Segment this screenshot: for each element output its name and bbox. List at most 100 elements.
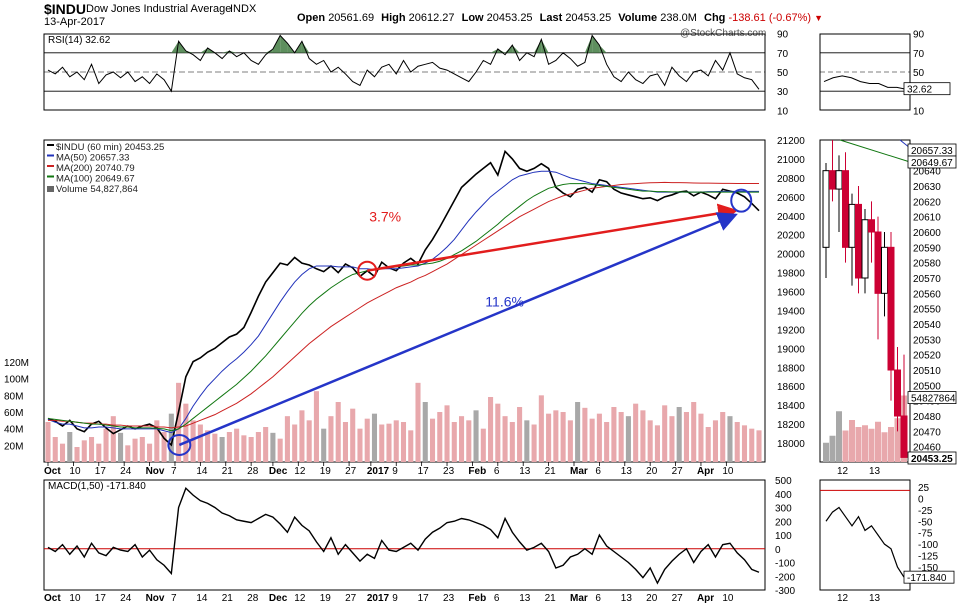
volume-tick-label: 80M <box>4 391 23 402</box>
volume-tick-label: 20M <box>4 441 23 452</box>
side-candle-body <box>887 246 895 371</box>
side-volume-bar <box>875 421 881 462</box>
macd-x-tick-label: 10 <box>69 593 81 604</box>
macd-x-tick-label: 13 <box>621 593 633 604</box>
index-name: Dow Jones Industrial Average <box>86 3 232 15</box>
x-tick-label: 28 <box>247 466 259 477</box>
volume-value: 238.0M <box>660 12 697 24</box>
x-tick-label: 17 <box>418 466 430 477</box>
volume-bar <box>234 428 240 462</box>
side-candle-body <box>855 203 862 279</box>
volume-bar <box>88 437 95 462</box>
macd-x-tick-label: 27 <box>672 593 684 604</box>
red-start-circle <box>357 260 378 281</box>
side-value-tag-text: 20657.33 <box>911 146 953 157</box>
macd-tick-label: -200 <box>775 572 795 583</box>
macd-x-tick-label: 21 <box>545 593 557 604</box>
volume-bar <box>422 402 428 462</box>
macd-tick-label: 0 <box>775 545 781 556</box>
side-price-tick-label: 20580 <box>913 259 941 270</box>
volume-bar <box>364 418 370 462</box>
side-price-tick-label: 20510 <box>913 366 941 377</box>
volume-bar <box>379 424 385 462</box>
x-tick-label: 2017 <box>367 466 390 477</box>
price-tick-label: 21200 <box>777 136 805 147</box>
macd-x-tick-label: 17 <box>95 593 107 604</box>
rsi-tick-label: 90 <box>777 30 789 41</box>
x-tick-label: 24 <box>120 466 132 477</box>
volume-bar <box>400 422 407 462</box>
macd-tick-label: 200 <box>775 517 792 528</box>
volume-bar <box>313 391 319 462</box>
price-tick-label: 18000 <box>777 439 805 450</box>
volume-bar <box>248 437 254 462</box>
last-label: Last <box>539 12 563 24</box>
macd-x-tick-label: 9 <box>392 593 398 604</box>
open-label: Open <box>297 12 326 24</box>
volume-bar <box>509 422 515 462</box>
side-ma100-line <box>839 139 911 163</box>
chart-date: 13-Apr-2017 <box>44 16 106 28</box>
volume-bar <box>154 420 160 462</box>
side-volume-bar <box>823 442 829 462</box>
side-price-tick-label: 20550 <box>913 305 941 316</box>
side-candle-body <box>881 246 888 294</box>
volume-bar <box>59 443 66 462</box>
side-candle-body <box>842 170 849 248</box>
side-macd-tick-label: -75 <box>918 529 933 540</box>
rsi-tick-label: 50 <box>777 68 789 79</box>
side-volume-bar <box>862 425 868 462</box>
x-tick-label: Apr <box>697 466 714 477</box>
macd-x-tick-label: 27 <box>345 593 357 604</box>
volume-bar <box>328 416 334 462</box>
side-candle-body <box>835 170 843 190</box>
side-price-tick-label: 20460 <box>913 443 941 454</box>
macd-line <box>47 487 760 585</box>
side-rsi-tick-label: 70 <box>913 49 925 60</box>
side-value-tag <box>907 451 957 465</box>
volume-bar <box>103 428 109 462</box>
side-macd-last-box <box>903 570 955 584</box>
volume-bar <box>654 425 660 462</box>
side-x-tick-label: 13 <box>869 466 881 477</box>
volume-bar <box>183 403 189 462</box>
price-tick-label: 20000 <box>777 250 805 261</box>
volume-bar <box>705 427 711 462</box>
rsi-overbought-fill <box>592 35 600 53</box>
price-tick-label: 18600 <box>777 382 805 393</box>
volume-bar <box>190 420 196 462</box>
rsi-overbought-fill <box>505 45 513 53</box>
macd-x-tick-label: 2017 <box>367 593 390 604</box>
side-volume-bar <box>849 420 855 462</box>
ma50-line <box>47 170 759 434</box>
volume-bar <box>720 412 726 462</box>
volume-bar <box>255 432 261 462</box>
x-tick-label: 27 <box>672 466 684 477</box>
x-tick-label: 13 <box>519 466 531 477</box>
volume-bar <box>669 416 675 462</box>
price-legend-entry: Volume 54,827,864 <box>56 184 138 195</box>
price-legend-entry: MA(50) 20657.33 <box>56 153 129 164</box>
volume-bar <box>321 428 327 462</box>
volume-bar <box>727 416 733 462</box>
side-price-tick-label: 20520 <box>913 351 941 362</box>
side-rsi-tick-label: 10 <box>913 106 925 117</box>
volume-bar <box>734 422 740 462</box>
x-tick-label: Feb <box>468 466 486 477</box>
rsi-overbought-fill <box>584 35 593 53</box>
volume-bar <box>219 437 225 462</box>
macd-x-tick-label: 19 <box>320 593 332 604</box>
x-tick-label: 10 <box>69 466 81 477</box>
ma100-line <box>47 183 759 432</box>
x-tick-label: Mar <box>570 466 588 477</box>
volume-bar <box>691 402 697 462</box>
side-value-tag-text: 20649.67 <box>911 158 953 169</box>
macd-x-tick-label: Mar <box>570 593 588 604</box>
rsi-overbought-fill <box>541 39 549 53</box>
price-tick-label: 18200 <box>777 420 805 431</box>
price-legend-entry: $INDU (60 min) 20453.25 <box>56 142 164 153</box>
side-macd-line <box>825 506 905 578</box>
side-candle-body <box>868 219 875 233</box>
price-tick-label: 19800 <box>777 269 805 280</box>
